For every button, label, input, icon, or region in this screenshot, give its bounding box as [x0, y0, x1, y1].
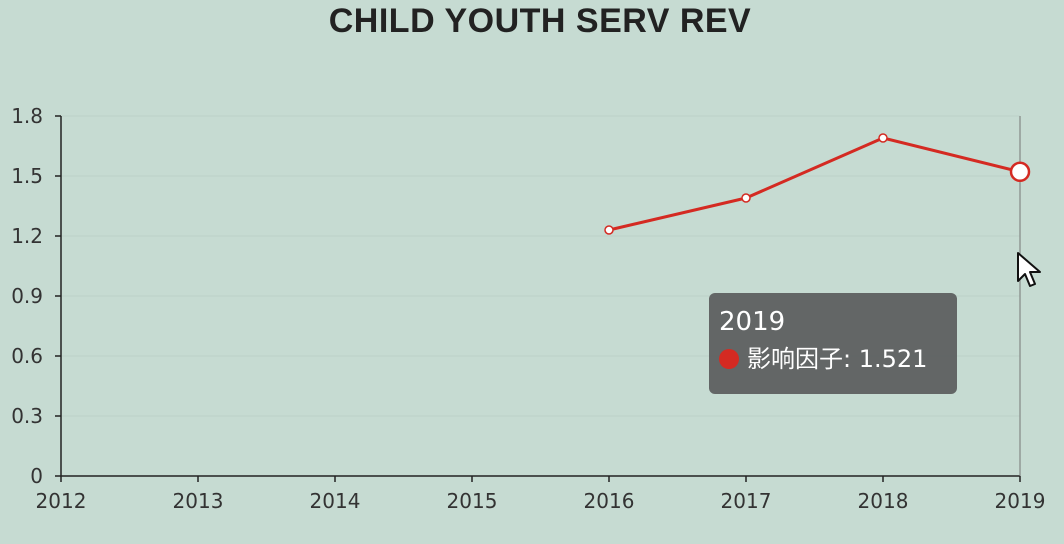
chart-title: CHILD YOUTH SERV REV — [328, 2, 752, 40]
data-point — [741, 193, 751, 203]
data-tooltip: 2019 影响因子: 1.521 — [709, 293, 957, 394]
series-line — [608, 136, 1021, 232]
tooltip-value: 影响因子: 1.521 — [747, 345, 928, 373]
x-tick-label: 2014 — [310, 489, 361, 513]
series-group — [604, 133, 1031, 235]
y-tick-label: 1.5 — [11, 164, 43, 188]
series-marker-icon — [719, 349, 739, 369]
highlighted-data-point — [1009, 161, 1031, 183]
grid-lines — [61, 115, 1020, 417]
y-tick-label: 1.8 — [11, 104, 43, 128]
x-tick-label: 2018 — [858, 489, 909, 513]
data-point — [878, 133, 888, 143]
mouse-pointer-icon — [1017, 252, 1041, 287]
y-tick-label: 0.3 — [11, 404, 43, 428]
x-tick-label: 2017 — [721, 489, 772, 513]
x-tick-label: 2019 — [995, 489, 1046, 513]
x-tick-label: 2016 — [584, 489, 635, 513]
x-tick-label: 2013 — [173, 489, 224, 513]
y-tick-label: 0.9 — [11, 284, 43, 308]
tick-labels: 0 0.3 0.6 0.9 1.2 1.5 1.8 2012 2013 2014 2015 2016 2… — [11, 104, 1045, 513]
y-tick-label: 0 — [30, 464, 43, 488]
y-tick-label: 0.6 — [11, 344, 43, 368]
data-point — [604, 225, 614, 235]
tooltip-title: 2019 — [719, 307, 786, 337]
x-tick-label: 2012 — [36, 489, 87, 513]
x-tick-label: 2015 — [447, 489, 498, 513]
y-tick-label: 1.2 — [11, 224, 43, 248]
tooltip-row: 影响因子: 1.521 — [719, 339, 947, 379]
